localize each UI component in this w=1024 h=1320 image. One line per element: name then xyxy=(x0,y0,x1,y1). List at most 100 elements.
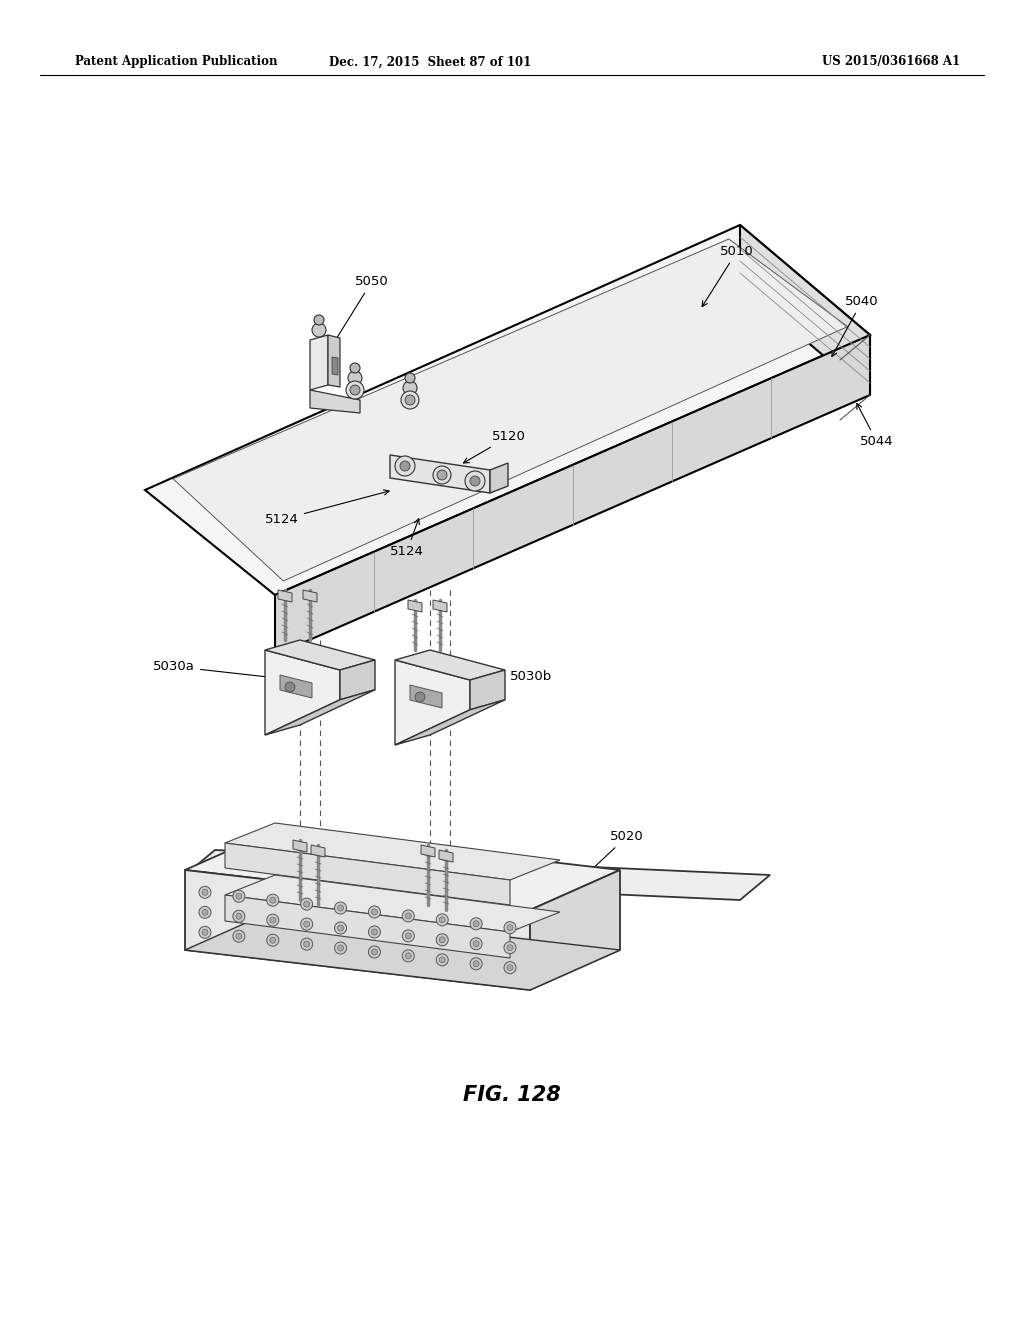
Polygon shape xyxy=(185,909,620,990)
Circle shape xyxy=(436,933,449,946)
Polygon shape xyxy=(275,335,870,655)
Circle shape xyxy=(338,945,344,950)
Text: US 2015/0361668 A1: US 2015/0361668 A1 xyxy=(822,55,961,69)
Polygon shape xyxy=(340,660,375,700)
Circle shape xyxy=(199,886,211,899)
Polygon shape xyxy=(740,224,870,395)
Circle shape xyxy=(314,315,324,325)
Circle shape xyxy=(269,898,275,903)
Polygon shape xyxy=(185,850,770,900)
Polygon shape xyxy=(185,870,530,990)
Polygon shape xyxy=(421,845,435,857)
Circle shape xyxy=(350,363,360,374)
Circle shape xyxy=(350,385,360,395)
Text: 5030b: 5030b xyxy=(459,671,552,696)
Circle shape xyxy=(504,962,516,974)
Circle shape xyxy=(470,477,480,486)
Polygon shape xyxy=(185,830,620,909)
Polygon shape xyxy=(390,455,490,492)
Circle shape xyxy=(304,902,309,907)
Circle shape xyxy=(372,949,378,954)
Circle shape xyxy=(335,923,346,935)
Polygon shape xyxy=(225,875,560,932)
Polygon shape xyxy=(225,843,510,906)
Text: 5020: 5020 xyxy=(573,830,644,887)
Circle shape xyxy=(304,941,309,948)
Circle shape xyxy=(338,906,344,911)
Circle shape xyxy=(372,909,378,915)
Polygon shape xyxy=(433,601,447,612)
Circle shape xyxy=(470,937,482,950)
Circle shape xyxy=(236,913,242,919)
Circle shape xyxy=(312,323,326,337)
Circle shape xyxy=(401,391,419,409)
Circle shape xyxy=(415,692,425,702)
Polygon shape xyxy=(310,335,328,389)
Polygon shape xyxy=(311,845,325,857)
Circle shape xyxy=(301,919,312,931)
Text: 5030a: 5030a xyxy=(154,660,291,681)
Polygon shape xyxy=(328,335,340,387)
Circle shape xyxy=(439,937,445,942)
Circle shape xyxy=(406,933,412,939)
Circle shape xyxy=(436,954,449,966)
Polygon shape xyxy=(173,239,848,581)
Circle shape xyxy=(267,894,279,906)
Circle shape xyxy=(504,941,516,953)
Circle shape xyxy=(372,929,378,935)
Circle shape xyxy=(199,907,211,919)
Circle shape xyxy=(202,909,208,915)
Circle shape xyxy=(202,929,208,936)
Circle shape xyxy=(406,374,415,383)
Circle shape xyxy=(470,958,482,970)
Polygon shape xyxy=(303,590,317,602)
Circle shape xyxy=(348,371,362,385)
Circle shape xyxy=(402,950,415,962)
Polygon shape xyxy=(265,690,375,735)
Circle shape xyxy=(369,925,381,939)
Circle shape xyxy=(301,939,312,950)
Circle shape xyxy=(504,921,516,933)
Polygon shape xyxy=(395,700,505,744)
Circle shape xyxy=(473,961,479,966)
Circle shape xyxy=(395,455,415,477)
Circle shape xyxy=(301,898,312,909)
Circle shape xyxy=(402,909,415,921)
Circle shape xyxy=(470,917,482,929)
Circle shape xyxy=(267,935,279,946)
Circle shape xyxy=(400,461,410,471)
Circle shape xyxy=(346,381,364,399)
Text: Dec. 17, 2015  Sheet 87 of 101: Dec. 17, 2015 Sheet 87 of 101 xyxy=(329,55,531,69)
Circle shape xyxy=(473,941,479,946)
Circle shape xyxy=(232,931,245,942)
Circle shape xyxy=(232,890,245,903)
Polygon shape xyxy=(265,640,375,671)
Circle shape xyxy=(403,381,417,395)
Circle shape xyxy=(304,921,309,927)
Polygon shape xyxy=(395,649,505,680)
Circle shape xyxy=(236,933,242,940)
Text: Patent Application Publication: Patent Application Publication xyxy=(75,55,278,69)
Polygon shape xyxy=(439,850,453,862)
Circle shape xyxy=(369,906,381,917)
Circle shape xyxy=(507,925,513,931)
Circle shape xyxy=(406,953,412,958)
Circle shape xyxy=(402,929,415,942)
Circle shape xyxy=(269,917,275,923)
Polygon shape xyxy=(410,685,442,708)
Text: 5124: 5124 xyxy=(265,490,389,525)
Circle shape xyxy=(338,925,344,931)
Circle shape xyxy=(232,911,245,923)
Circle shape xyxy=(465,471,485,491)
Circle shape xyxy=(473,921,479,927)
Circle shape xyxy=(439,957,445,962)
Circle shape xyxy=(269,937,275,944)
Circle shape xyxy=(285,682,295,692)
Text: 5124: 5124 xyxy=(390,519,424,558)
Polygon shape xyxy=(225,822,560,880)
Circle shape xyxy=(436,913,449,925)
Polygon shape xyxy=(225,895,510,958)
Circle shape xyxy=(369,946,381,958)
Text: 5050: 5050 xyxy=(323,275,389,362)
Text: 5044: 5044 xyxy=(857,404,894,447)
